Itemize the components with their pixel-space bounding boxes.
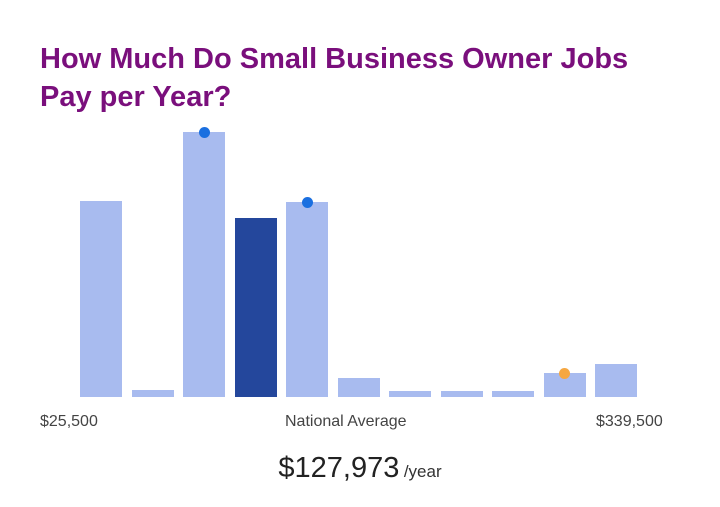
histogram-bar: [492, 391, 534, 397]
national-average-label: National Average: [285, 413, 407, 430]
average-value: $127,973: [278, 452, 400, 484]
max-salary-label: $339,500: [596, 413, 663, 430]
histogram-bar: [389, 391, 431, 397]
average-salary: $127,973 /year: [0, 452, 720, 485]
average-unit: /year: [403, 462, 442, 481]
chart-title: How Much Do Small Business Owner Jobs Pa…: [40, 43, 629, 113]
histogram-bar: [595, 364, 637, 397]
salary-histogram: [80, 126, 637, 397]
histogram-bar: [440, 391, 483, 397]
marker-dot: [559, 367, 570, 379]
histogram-bar: [131, 390, 174, 397]
histogram-bar: [234, 218, 277, 397]
marker-dot: [198, 126, 210, 138]
histogram-bar: [80, 201, 122, 397]
min-salary-label: $25,500: [40, 413, 98, 430]
histogram-bar: [183, 132, 225, 397]
histogram-bar: [337, 378, 380, 397]
histogram-bar: [286, 202, 328, 397]
marker-dot: [301, 196, 313, 208]
